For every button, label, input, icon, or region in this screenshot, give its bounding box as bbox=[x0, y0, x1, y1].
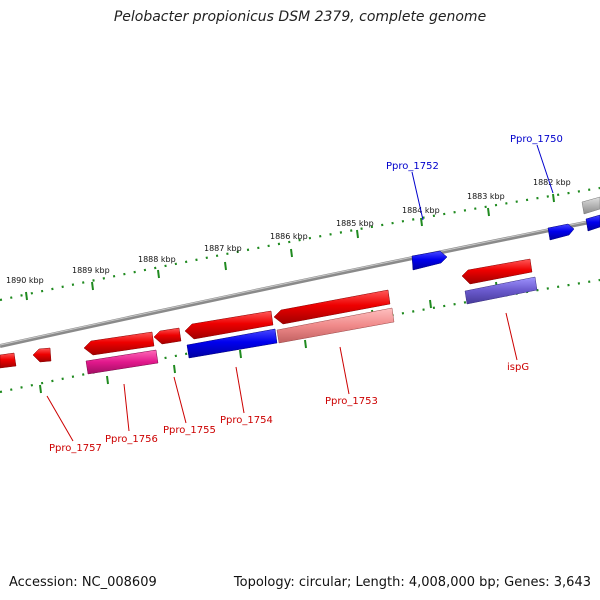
tick-label-1887: 1887 kbp bbox=[204, 244, 242, 253]
tick-label-1883: 1883 kbp bbox=[467, 192, 505, 201]
callout-lines bbox=[46, 144, 554, 442]
tick-label-1888: 1888 kbp bbox=[138, 255, 176, 264]
gene-ppro-1756[interactable] bbox=[83, 331, 155, 356]
gene-label-ppro-1757[interactable]: Ppro_1757 bbox=[49, 443, 102, 454]
gene-grey-feature[interactable] bbox=[581, 196, 600, 215]
gene-label-ppro-1756[interactable]: Ppro_1756 bbox=[105, 434, 158, 445]
figure-title: Pelobacter propionicus DSM 2379, complet… bbox=[113, 9, 487, 25]
gene-ispg[interactable] bbox=[461, 258, 533, 285]
callout-ppro-1755 bbox=[173, 376, 187, 424]
gene-ppro-1753-track2[interactable] bbox=[276, 307, 395, 344]
callout-ppro-1754 bbox=[235, 366, 245, 414]
callout-ppro-1752 bbox=[411, 171, 424, 221]
gene-ppro-1756-track2[interactable] bbox=[85, 349, 159, 375]
tick-label-1890: 1890 kbp bbox=[6, 276, 44, 285]
callout-ppro-1753 bbox=[339, 346, 350, 395]
tick-label-1886: 1886 kbp bbox=[270, 232, 308, 241]
callout-ppro-1750 bbox=[536, 144, 554, 194]
callout-ppro-1757 bbox=[46, 395, 74, 442]
tick-label-1889: 1889 kbp bbox=[72, 266, 110, 275]
gene-ppro-1750[interactable] bbox=[547, 223, 575, 241]
reverse-features bbox=[0, 258, 538, 375]
gene-blue-right-edge[interactable] bbox=[585, 214, 600, 232]
callout-ppro-1756 bbox=[123, 383, 130, 432]
gene-labels: Ppro_1750 Ppro_1752 Ppro_1753 Ppro_1754 … bbox=[49, 134, 563, 454]
gene-label-ppro-1750[interactable]: Ppro_1750 bbox=[510, 134, 563, 145]
gene-ppro-1757[interactable] bbox=[32, 347, 52, 363]
gene-ppro-1752[interactable] bbox=[411, 250, 448, 271]
gene-ppro-1755[interactable] bbox=[153, 327, 182, 345]
gene-label-ppro-1754[interactable]: Ppro_1754 bbox=[220, 415, 273, 426]
callout-ispg bbox=[505, 312, 518, 361]
gene-ispg-track2[interactable] bbox=[464, 276, 538, 305]
genome-summary-text: Topology: circular; Length: 4,008,000 bp… bbox=[233, 575, 591, 590]
tick-label-1885: 1885 kbp bbox=[336, 219, 374, 228]
genome-backbone bbox=[0, 218, 600, 348]
outer-major-ticks bbox=[25, 193, 555, 301]
gene-label-ppro-1752[interactable]: Ppro_1752 bbox=[386, 161, 439, 172]
gene-ppro-1754-track2[interactable] bbox=[186, 328, 278, 359]
forward-features bbox=[411, 196, 600, 271]
gene-label-ppro-1755[interactable]: Ppro_1755 bbox=[163, 425, 216, 436]
gene-label-ppro-1753[interactable]: Ppro_1753 bbox=[325, 396, 378, 407]
outer-tick-track bbox=[0, 186, 600, 302]
accession-text: Accession: NC_008609 bbox=[9, 575, 157, 590]
genome-backbone-highlight bbox=[0, 218, 600, 346]
tick-label-1882: 1882 kbp bbox=[533, 178, 571, 187]
gene-ppro-1754[interactable] bbox=[184, 310, 274, 340]
gene-label-ispg[interactable]: ispG bbox=[507, 362, 529, 373]
gene-left-edge[interactable] bbox=[0, 352, 17, 369]
gene-ppro-1753[interactable] bbox=[273, 289, 391, 325]
